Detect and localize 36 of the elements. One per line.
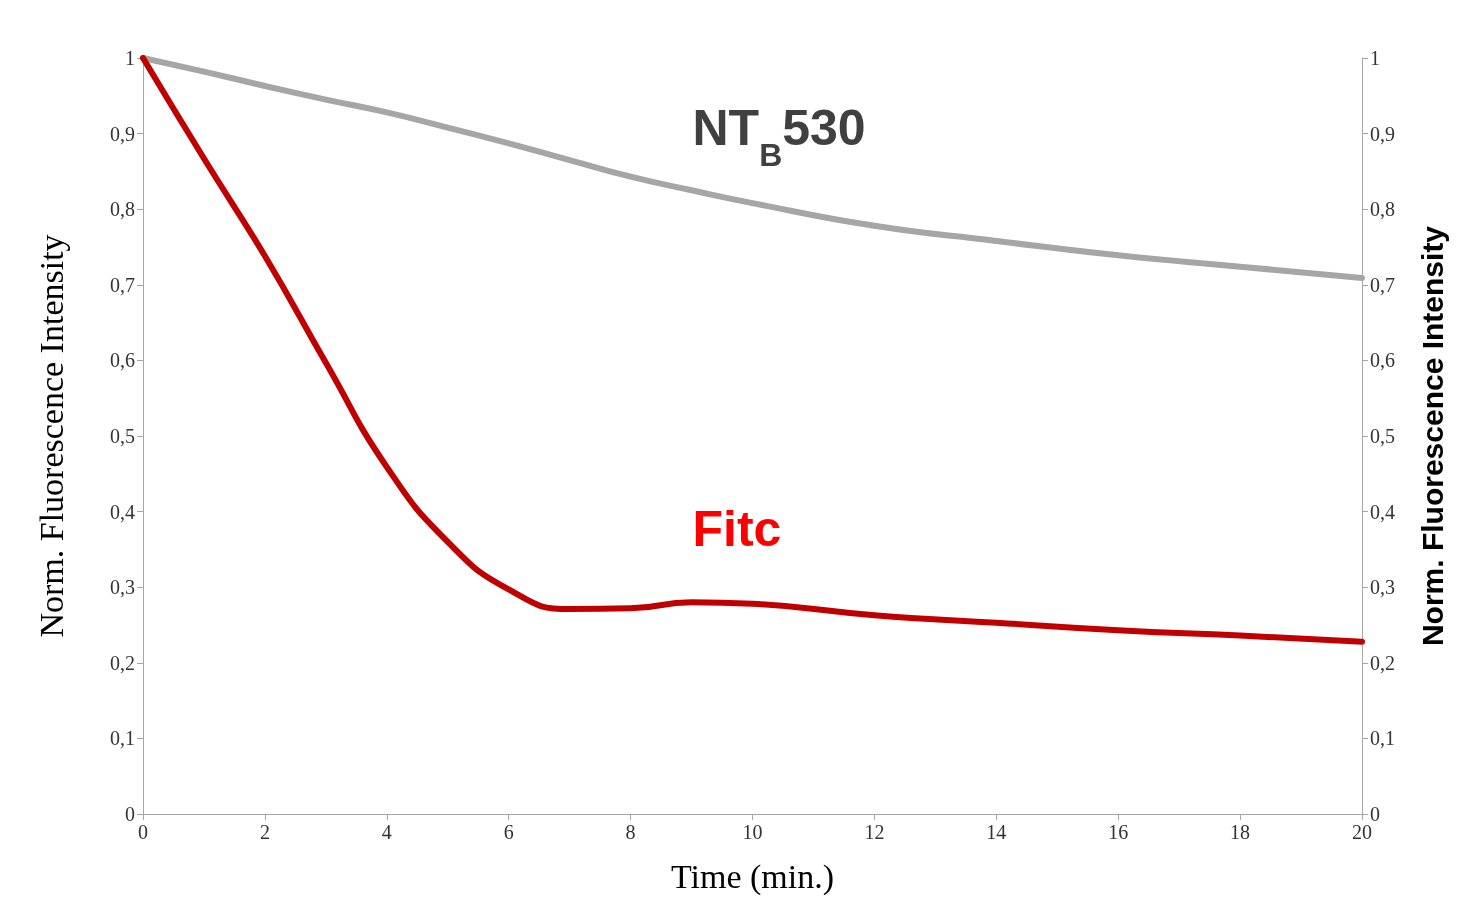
- y2-tick-label: 0,2: [1370, 651, 1395, 674]
- y-tick-label: 0,9: [110, 122, 135, 145]
- y-axis-title: Norm. Fluorescence Intensity: [32, 234, 70, 638]
- x-tick-label: 12: [864, 821, 885, 843]
- y2-tick-label: 0: [1370, 803, 1380, 825]
- x-axis-title: Time (min.): [670, 857, 835, 896]
- y2-tick-label: 0,9: [1370, 122, 1395, 145]
- x-tick-label: 14: [986, 821, 1007, 843]
- y2-tick-label: 0,8: [1370, 198, 1395, 221]
- series-label: Fitc: [692, 500, 782, 557]
- y2-tick-label: 0,6: [1370, 349, 1395, 372]
- y2-tick-label: 0,1: [1370, 727, 1395, 750]
- y2-tick-label: 1: [1370, 47, 1380, 69]
- y-tick-label: 1: [125, 47, 135, 69]
- y2-tick-label: 0,3: [1370, 576, 1395, 599]
- y-tick-label: 0,2: [110, 651, 135, 674]
- y2-tick-label: 0,7: [1370, 273, 1395, 296]
- x-tick-label: 16: [1108, 821, 1129, 843]
- y-tick-label: 0,5: [110, 425, 135, 447]
- y2-axis-title: Norm. Fluorescence Intensity: [1415, 225, 1449, 647]
- y2-tick-label: 0,4: [1370, 500, 1395, 523]
- x-tick-label: 2: [259, 821, 270, 843]
- y-tick-label: 0: [125, 803, 135, 825]
- x-tick-label: 18: [1230, 821, 1251, 843]
- y-tick-label: 0,3: [110, 576, 135, 599]
- y-tick-label: 0,1: [110, 727, 135, 750]
- y2-tick-label: 0,5: [1370, 425, 1395, 447]
- y-tick-label: 0,6: [110, 349, 135, 372]
- x-tick-label: 8: [625, 821, 636, 843]
- y-tick-label: 0,8: [110, 198, 135, 221]
- x-tick-label: 4: [381, 821, 392, 843]
- y-tick-label: 0,4: [110, 500, 135, 523]
- x-tick-label: 6: [503, 821, 514, 843]
- y-tick-label: 0,7: [110, 273, 135, 296]
- x-tick-label: 10: [742, 821, 763, 843]
- x-tick-label: 20: [1352, 821, 1372, 843]
